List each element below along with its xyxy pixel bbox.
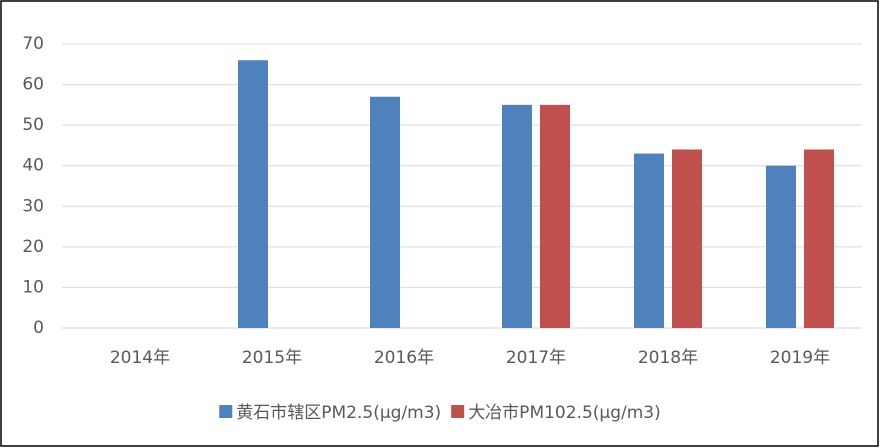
bar bbox=[766, 165, 796, 328]
x-tick-label: 2019年 bbox=[770, 348, 830, 368]
y-tick-label: 0 bbox=[33, 318, 44, 338]
bar bbox=[804, 149, 834, 328]
legend-swatch bbox=[219, 405, 233, 418]
y-tick-label: 60 bbox=[22, 75, 44, 95]
legend-swatch bbox=[451, 405, 465, 418]
y-tick-label: 40 bbox=[22, 156, 44, 176]
legend-label: 黄石市辖区PM2.5(μg/m3) bbox=[236, 403, 441, 423]
y-tick-label: 50 bbox=[22, 115, 44, 135]
x-tick-label: 2018年 bbox=[638, 348, 698, 368]
x-tick-label: 2017年 bbox=[506, 348, 566, 368]
legend-label: 大冶市PM102.5(μg/m3) bbox=[468, 403, 661, 423]
bar bbox=[238, 60, 268, 328]
bar bbox=[370, 96, 400, 328]
bar bbox=[634, 153, 664, 328]
x-tick-label: 2016年 bbox=[374, 348, 434, 368]
bar bbox=[540, 104, 570, 328]
y-tick-label: 30 bbox=[22, 196, 44, 216]
x-tick-label: 2015年 bbox=[242, 348, 302, 368]
y-tick-label: 20 bbox=[22, 237, 44, 257]
y-tick-label: 70 bbox=[22, 34, 44, 54]
legend: 黄石市辖区PM2.5(μg/m3) 大冶市PM102.5(μg/m3) bbox=[219, 403, 661, 423]
y-tick-label: 10 bbox=[22, 277, 44, 297]
bar bbox=[672, 149, 702, 328]
bar bbox=[502, 104, 532, 328]
x-tick-label: 2014年 bbox=[110, 348, 170, 368]
